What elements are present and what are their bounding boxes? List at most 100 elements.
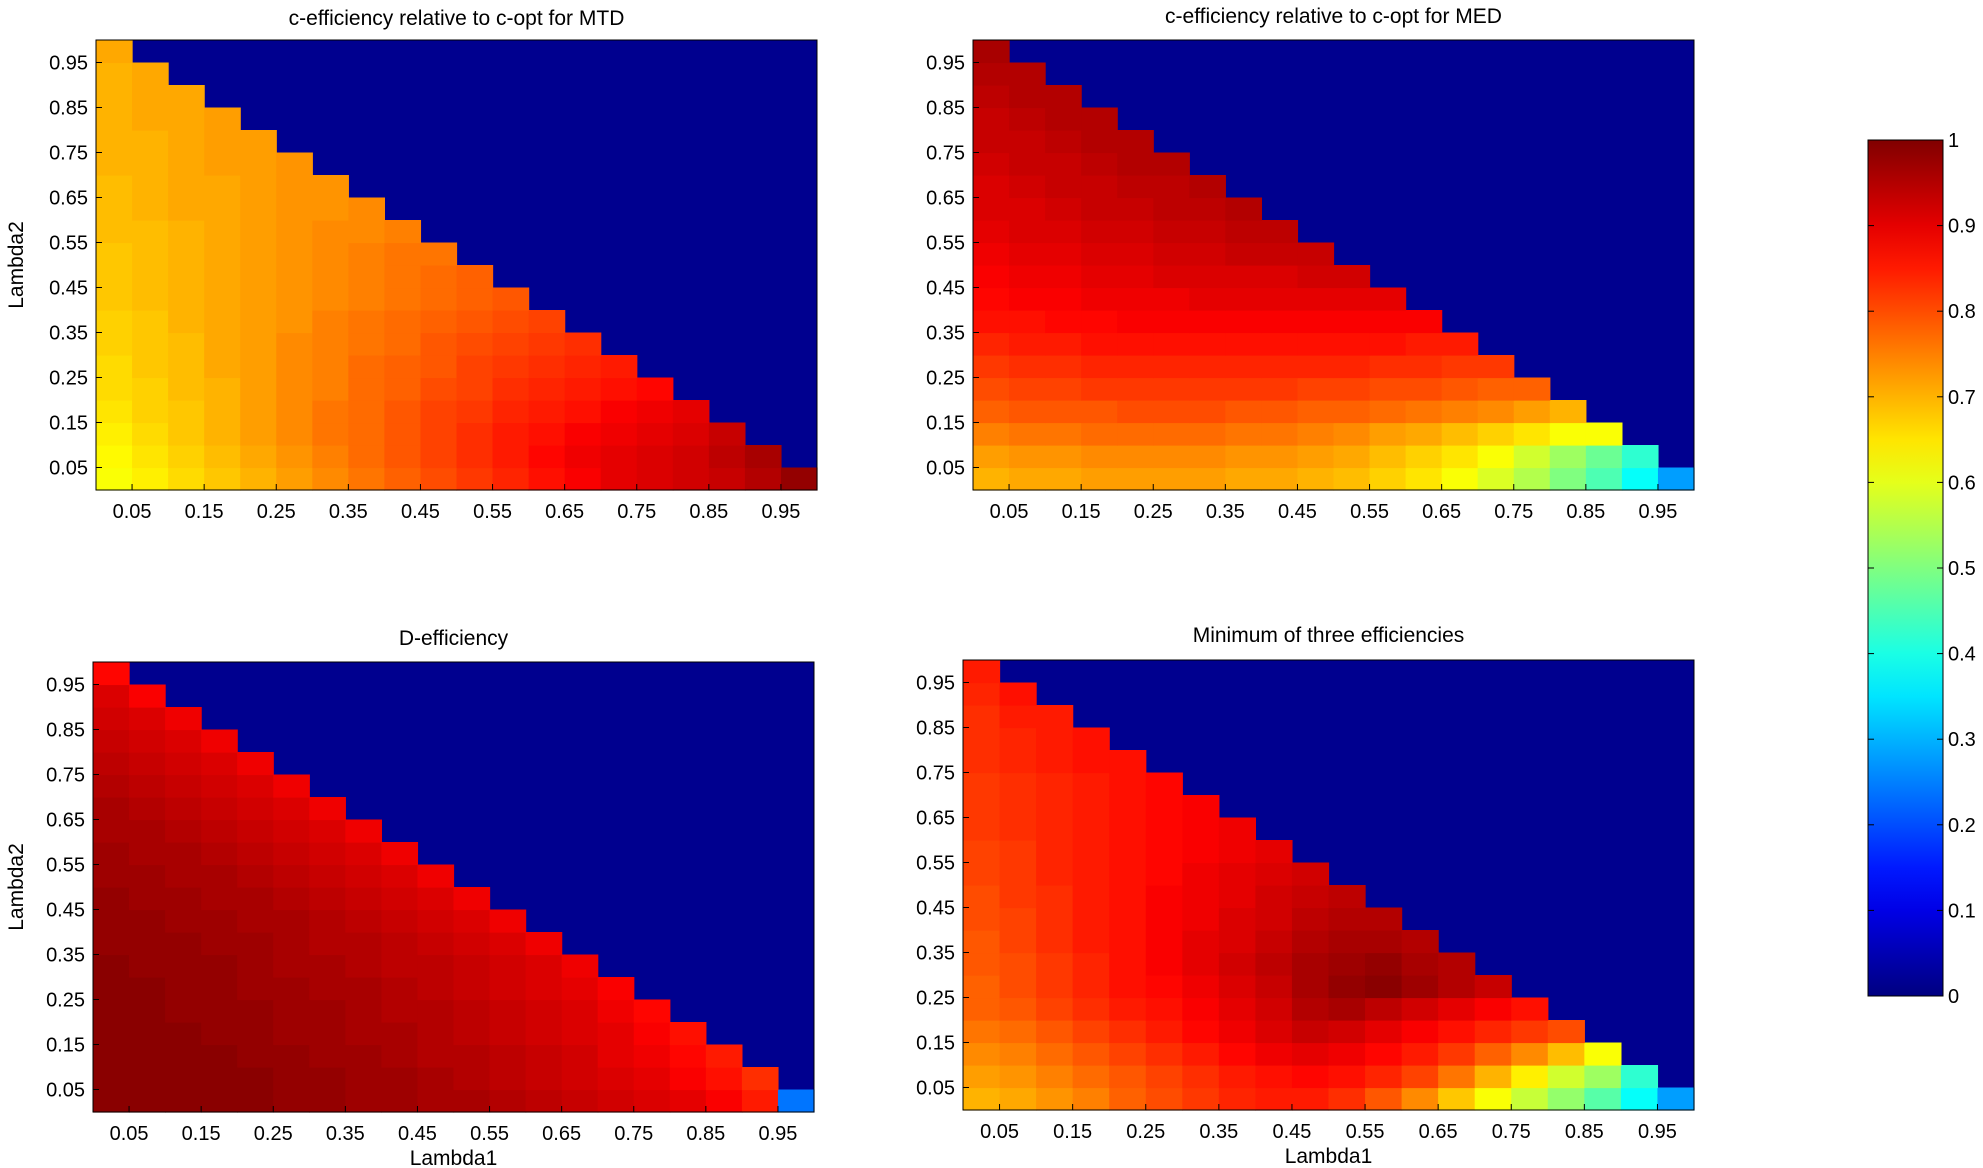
heatmap-cell xyxy=(417,932,455,956)
heatmap-cell xyxy=(1145,952,1183,976)
heatmap-cell xyxy=(1369,310,1407,334)
heatmap-cell xyxy=(963,997,1001,1021)
heatmap-cell xyxy=(237,999,274,1023)
heatmap-cell xyxy=(528,445,566,469)
heatmap-cell xyxy=(93,684,130,708)
x-tick-label: 0.25 xyxy=(257,501,296,523)
heatmap-cell xyxy=(669,1089,707,1113)
heatmap-cell xyxy=(240,355,277,379)
heatmap-cell xyxy=(384,422,422,446)
heatmap-cell xyxy=(168,220,205,244)
heatmap-panel-2: 0.05 0.15 0.25 0.35 0.45 0.55 0.65 0.75 0.85 0.95… xyxy=(926,5,1695,523)
heatmap-cell xyxy=(204,175,241,199)
heatmap-cell xyxy=(1109,772,1147,796)
heatmap-cell xyxy=(999,975,1037,999)
heatmap-cell xyxy=(1621,445,1659,469)
heatmap-cell xyxy=(417,864,455,888)
heatmap-cell xyxy=(96,265,133,289)
heatmap-cell xyxy=(132,175,169,199)
heatmap-cell xyxy=(1549,400,1587,424)
heatmap-cell xyxy=(381,909,419,933)
x-tick-label: 0.45 xyxy=(398,1123,437,1145)
heatmap-cell xyxy=(1072,952,1110,976)
heatmap-cell xyxy=(417,977,455,1001)
heatmap-cell xyxy=(1072,817,1110,841)
heatmap-cell xyxy=(93,932,130,956)
heatmap-cell xyxy=(132,107,169,131)
x-tick-label: 0.15 xyxy=(1053,1121,1092,1143)
heatmap-cell xyxy=(165,729,202,753)
heatmap-cell xyxy=(96,62,133,86)
heatmap-cell xyxy=(1218,840,1256,864)
heatmap-cell xyxy=(999,817,1037,841)
heatmap-cell xyxy=(132,220,169,244)
heatmap-cell xyxy=(963,907,1001,931)
heatmap-cell xyxy=(345,1089,382,1113)
y-tick-label: 0.35 xyxy=(926,323,965,345)
heatmap-cell xyxy=(561,1067,599,1091)
heatmap-cell xyxy=(636,445,674,469)
heatmap-cell xyxy=(973,445,1010,469)
heatmap-panel-1: 0.05 0.15 0.25 0.35 0.45 0.55 0.65 0.75 0.85 0.95… xyxy=(5,7,818,523)
heatmap-cell xyxy=(204,242,241,266)
heatmap-cell xyxy=(168,422,205,446)
plot-frame xyxy=(972,39,1695,491)
heatmap-cell xyxy=(165,842,202,866)
heatmap-cell xyxy=(420,287,458,311)
heatmap-cell xyxy=(999,885,1037,909)
heatmap-cell xyxy=(93,797,130,821)
heatmap-cell xyxy=(165,1044,202,1068)
chart-title: c-efficiency relative to c-opt for MTD xyxy=(289,7,625,30)
heatmap-cell xyxy=(1547,1020,1585,1044)
heatmap-cell xyxy=(384,310,422,334)
heatmap-cell xyxy=(273,977,310,1001)
x-tick-label: 0.05 xyxy=(990,501,1029,523)
heatmap-cell xyxy=(309,1022,346,1046)
heatmap-cell xyxy=(96,332,133,356)
heatmap-cell xyxy=(132,467,169,491)
heatmap-cell xyxy=(204,422,241,446)
heatmap-cell xyxy=(93,954,130,978)
heatmap-cell xyxy=(96,355,133,379)
heatmap-cell xyxy=(1153,265,1190,289)
x-tick-label: 0.25 xyxy=(1126,1121,1165,1143)
heatmap-cell xyxy=(705,1067,743,1091)
heatmap-cell xyxy=(1291,862,1330,886)
heatmap-cell xyxy=(1072,795,1110,819)
heatmap-cell xyxy=(489,1022,527,1046)
heatmap-cell xyxy=(973,220,1010,244)
heatmap-cell xyxy=(1477,422,1515,446)
heatmap-cell xyxy=(1225,355,1262,379)
heatmap-cell xyxy=(129,1044,166,1068)
heatmap-cell xyxy=(633,1089,671,1113)
heatmap-cell xyxy=(1297,332,1335,356)
heatmap-cell xyxy=(1081,445,1118,469)
heatmap-cell xyxy=(96,152,133,176)
heatmap-cell xyxy=(489,954,527,978)
heatmap-cell xyxy=(1009,107,1046,131)
heatmap-cell xyxy=(1585,445,1623,469)
heatmap-cell xyxy=(973,242,1010,266)
heatmap-cell xyxy=(129,909,166,933)
heatmap-cell xyxy=(1153,467,1190,491)
heatmap-cell xyxy=(1036,1087,1074,1111)
heatmap-cell xyxy=(240,467,277,491)
chart-title: c-efficiency relative to c-opt for MED xyxy=(1165,5,1502,28)
heatmap-cell xyxy=(165,1022,202,1046)
heatmap-cell xyxy=(1513,377,1551,401)
heatmap-cell xyxy=(165,999,202,1023)
heatmap-cell xyxy=(1584,1087,1622,1111)
heatmap-cell xyxy=(1261,445,1299,469)
heatmap-cell xyxy=(1145,1020,1183,1044)
heatmap-cell xyxy=(1153,242,1190,266)
heatmap-cell xyxy=(132,310,169,334)
heatmap-cell xyxy=(204,467,241,491)
heatmap-cell xyxy=(201,864,238,888)
heatmap-cell xyxy=(381,842,419,866)
heatmap-cell xyxy=(741,1067,779,1091)
heatmap-cell xyxy=(1441,355,1479,379)
heatmap-cell xyxy=(1441,467,1479,491)
heatmap-cell xyxy=(1365,1065,1403,1089)
heatmap-cell xyxy=(1072,1065,1110,1089)
heatmap-cell xyxy=(312,220,349,244)
